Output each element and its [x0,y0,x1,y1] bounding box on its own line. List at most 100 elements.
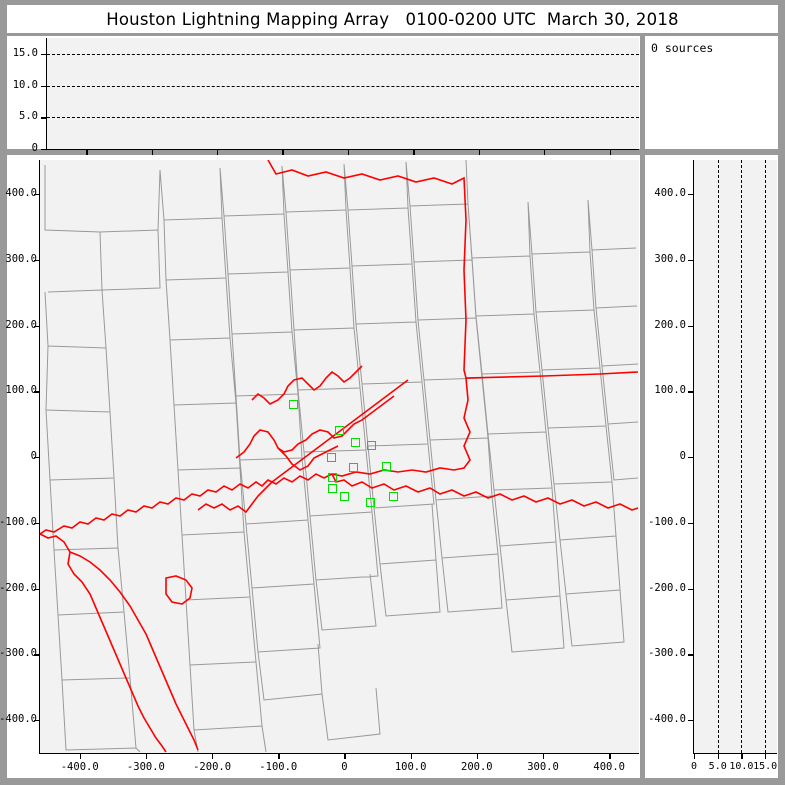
x-axis-line [39,753,639,755]
y-axis-tick-label: -200.0 [0,581,37,594]
x-axis-tick [217,149,219,155]
lma-station-marker[interactable] [351,438,360,447]
y-axis-line [39,160,41,753]
x-axis-tick [543,753,545,759]
x-axis-tick [717,753,719,759]
altitude-histogram-panel: -400.0 -300.0 -200.0 -100.0 0 100.0 200.0 300.0… [645,155,778,778]
y-axis-tick [41,149,47,151]
lma-station-marker[interactable] [340,492,349,501]
y-axis-tick [41,85,47,87]
y-axis-tick [688,391,694,393]
y-axis-tick-label: 200.0 [5,318,37,331]
y-axis-tick [41,53,47,56]
lma-station-marker[interactable] [367,441,376,450]
lma-station-marker[interactable] [328,484,337,493]
y-axis-tick [688,325,694,327]
y-axis-tick [34,259,40,262]
x-axis-tick [86,149,88,155]
x-axis-tick [413,149,415,155]
y-axis-tick [688,654,694,656]
y-axis-tick-label: -300.0 [648,647,686,660]
gridline-horizontal [47,85,639,87]
y-axis-tick [34,654,40,656]
x-axis-tick-label: 400.0 [593,761,625,773]
x-axis-tick [145,753,148,759]
y-axis-tick-label: 400.0 [654,187,686,200]
x-axis-tick [741,753,743,759]
y-axis-tick-label: -400.0 [0,713,37,726]
y-axis-tick-label: 5.0 [19,110,38,123]
y-axis-tick-label: 300.0 [654,252,686,265]
gridline-vertical [765,160,767,753]
lma-station-marker[interactable] [349,463,358,472]
y-axis-tick-label: 400.0 [5,187,37,200]
x-axis-tick [544,149,546,155]
map-plot-area[interactable] [40,160,639,753]
altitude-histogram-plot-area [694,160,777,753]
y-axis-tick-label: -200.0 [648,581,686,594]
y-axis-tick [34,194,40,196]
gridline-vertical [741,160,743,753]
y-axis-tick-label: 200.0 [654,318,686,331]
x-axis-tick [476,753,479,759]
x-axis-tick [151,149,153,155]
y-axis-tick [688,457,694,459]
y-axis-tick [34,457,40,459]
x-axis-tick [212,753,214,759]
altitude-distance-panel: 05.010.015.0-400.0-300.0-200.0-100.00100… [7,36,640,169]
y-axis-tick [688,720,694,722]
y-axis-tick [34,391,40,393]
x-axis-tick [282,149,284,155]
y-axis-tick [34,325,40,327]
y-axis-tick-label: 100.0 [654,384,686,397]
x-axis-tick [347,149,350,155]
y-axis-line [693,160,695,753]
x-axis-tick [79,753,81,759]
map-panel: -400.0 -300.0 -200.0 -100.0 0 100.0 200.0 300.0… [0,155,640,778]
x-axis-tick [478,149,481,155]
title-bar: Houston Lightning Mapping Array 0100-020… [7,5,778,33]
y-axis-tick-label: -100.0 [648,515,686,528]
y-axis-tick-label: 0 [30,450,37,463]
x-axis-tick-label: 15.0 [753,761,778,772]
gridline-horizontal [47,53,639,55]
y-axis-tick [34,588,40,590]
x-axis-tick-label: 5.0 [708,761,727,772]
x-axis-tick-label: 0 [341,761,348,773]
lma-station-marker[interactable] [366,498,375,507]
lma-station-marker[interactable] [327,453,336,462]
y-axis-tick-label: -400.0 [648,713,686,726]
y-axis-tick-label: 0 [679,450,686,463]
y-axis-tick-label: -300.0 [0,647,37,660]
x-axis-tick [344,753,346,759]
x-axis-tick [609,149,611,155]
lma-station-marker[interactable] [328,473,337,482]
x-axis-tick-label: -200.0 [193,761,232,773]
gridline-vertical [717,160,719,753]
lma-station-marker[interactable] [382,462,391,471]
y-axis-tick [41,117,47,119]
lma-station-marker[interactable] [289,400,298,409]
x-axis-tick [410,753,412,759]
coastline [40,365,409,753]
y-axis-tick [688,259,694,262]
y-axis-tick [688,588,694,590]
x-axis-tick-label: -300.0 [126,761,165,773]
x-axis-tick-label: 0 [690,761,698,772]
y-axis-tick [688,194,694,196]
x-axis-tick [609,753,611,759]
lma-station-marker[interactable] [389,492,398,501]
x-axis-tick-label: -400.0 [60,761,99,773]
page-title: Houston Lightning Mapping Array 0100-020… [106,9,679,29]
x-axis-line [693,753,777,755]
x-axis-tick-label: -100.0 [259,761,298,773]
x-axis-tick [278,753,280,759]
x-axis-tick-label: 300.0 [527,761,559,773]
altitude-distance-plot-area [47,38,639,149]
lma-station-marker[interactable] [335,426,344,435]
y-axis-tick-label: 0 [31,142,38,154]
x-axis-tick [765,753,767,759]
county-boundaries [44,160,639,753]
gridline-horizontal [47,117,639,119]
y-axis-tick-label: 10.0 [12,78,38,91]
